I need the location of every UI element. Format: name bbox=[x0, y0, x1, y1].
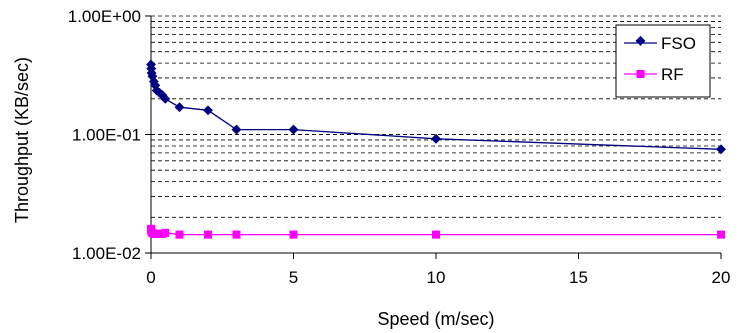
data-point-rf bbox=[175, 230, 184, 239]
data-point-rf bbox=[204, 230, 212, 239]
tick-labels: 1.00E-02 1.00E-01 1.00E+00 0 5 10 15 20 bbox=[68, 7, 731, 287]
data-point-rf bbox=[432, 230, 440, 239]
data-point-fso bbox=[203, 105, 213, 116]
x-tick-label: 0 bbox=[146, 268, 155, 287]
x-tick-label: 20 bbox=[712, 268, 731, 287]
legend-label-rf: RF bbox=[661, 65, 684, 84]
data-point-rf bbox=[232, 230, 241, 239]
data-point-fso bbox=[431, 133, 441, 144]
x-axis-title: Speed (m/sec) bbox=[377, 309, 494, 329]
y-tick-label: 1.00E-01 bbox=[72, 126, 141, 145]
legend-marker-fso bbox=[635, 35, 646, 46]
data-point-fso bbox=[288, 124, 299, 135]
legend: FSO RF bbox=[615, 24, 711, 98]
data-point-rf bbox=[161, 228, 170, 237]
data-point-fso bbox=[160, 93, 171, 104]
data-point-fso bbox=[716, 144, 726, 155]
y-tick-label: 1.00E+00 bbox=[68, 7, 141, 26]
x-tick-label: 5 bbox=[289, 268, 298, 287]
data-point-fso bbox=[174, 102, 185, 113]
series-layer bbox=[146, 59, 726, 239]
x-tick-label: 15 bbox=[569, 268, 588, 287]
legend-marker-rf bbox=[636, 70, 645, 78]
data-point-fso bbox=[231, 124, 242, 135]
legend-box bbox=[615, 24, 711, 98]
y-tick-label: 1.00E-02 bbox=[72, 244, 141, 263]
gridlines bbox=[151, 15, 721, 254]
data-point-rf bbox=[289, 230, 298, 239]
axes bbox=[145, 15, 722, 259]
x-tick-label: 10 bbox=[427, 268, 446, 287]
legend-label-fso: FSO bbox=[661, 34, 696, 53]
y-axis-title: Throughput (KB/sec) bbox=[12, 57, 32, 223]
data-point-rf bbox=[717, 230, 725, 239]
